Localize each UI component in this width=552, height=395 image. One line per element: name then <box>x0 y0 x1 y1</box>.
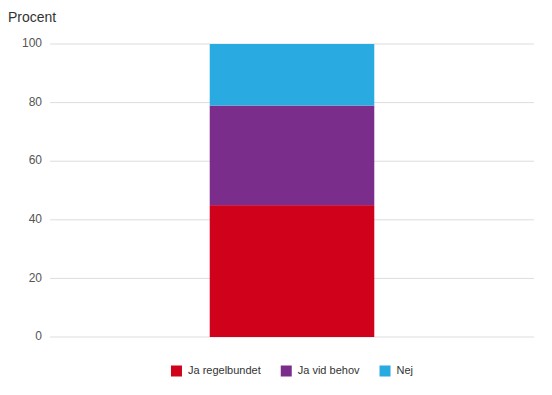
chart-svg: 0 20 40 60 80 100 Procent Ja regelbundet Ja vid … <box>0 0 552 395</box>
legend-label: Ja vid behov <box>298 364 360 376</box>
y-tick-label: 0 <box>35 329 42 343</box>
y-tick-label: 40 <box>29 212 43 226</box>
bar-segment <box>210 205 375 337</box>
legend-item: Ja vid behov <box>281 364 360 377</box>
legend-label: Nej <box>397 364 414 376</box>
y-tick-label: 20 <box>29 271 43 285</box>
chart-container: 0 20 40 60 80 100 Procent Ja regelbundet Ja vid … <box>0 0 552 395</box>
legend-item: Ja regelbundet <box>171 364 261 377</box>
y-axis-label: Procent <box>8 9 56 25</box>
legend-swatch <box>281 366 292 377</box>
y-tick-label: 100 <box>22 36 42 50</box>
legend-swatch <box>171 366 182 377</box>
bars <box>210 44 375 337</box>
legend-item: Nej <box>380 364 414 377</box>
grid <box>50 44 534 337</box>
legend: Ja regelbundet Ja vid behov Nej <box>171 364 413 377</box>
y-tick-label: 80 <box>29 95 43 109</box>
legend-label: Ja regelbundet <box>188 364 261 376</box>
bar-segment <box>210 44 375 106</box>
y-tick-label: 60 <box>29 153 43 167</box>
legend-swatch <box>380 366 391 377</box>
bar-segment <box>210 106 375 206</box>
